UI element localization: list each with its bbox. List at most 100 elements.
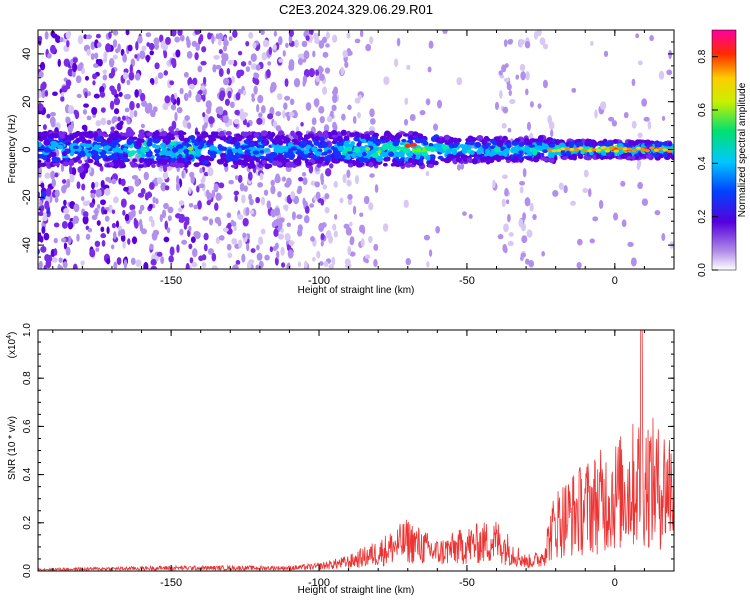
snr-xtick-label: -150 (160, 577, 182, 589)
spectrogram-cell (171, 120, 177, 130)
spectrogram-cell (131, 209, 136, 218)
spectrogram-cell (250, 248, 256, 253)
spectrogram-cell (132, 158, 138, 163)
spectrogram-cell (65, 246, 71, 256)
spectrogram-cell (455, 158, 462, 163)
spectrogram-cell (93, 93, 100, 99)
spectrogram-cell (483, 136, 490, 142)
spectrogram-cell (146, 152, 153, 158)
spectrogram-cell (111, 178, 117, 185)
spectrogram-cell (468, 136, 475, 142)
spectrogram-cell (497, 234, 504, 240)
spectrogram-cell (194, 52, 199, 61)
spectrogram-cell (203, 171, 209, 177)
spectrogram-cell (241, 154, 249, 159)
spectrogram-cell (215, 192, 222, 201)
spectrogram-cell (332, 159, 340, 164)
spectrogram-cell (166, 144, 172, 149)
spectrogram-cell (462, 211, 467, 216)
spectrogram-cell (246, 261, 252, 269)
spectrogram-cell (307, 133, 313, 138)
spectrogram-cell (175, 144, 182, 149)
spectrogram-cell (428, 249, 433, 257)
spectrogram-cell (178, 217, 185, 223)
spectrogram-cell (623, 112, 629, 119)
spectrogram-cell (293, 158, 301, 165)
spectrogram-cell (564, 147, 571, 151)
spectrogram-cell (193, 162, 200, 167)
spectrogram-cell (195, 152, 202, 157)
spectrogram-cell (345, 226, 352, 236)
spectrogram-cell (96, 42, 102, 48)
spectrogram-cell (346, 169, 351, 179)
spectrogram-cell (649, 146, 655, 150)
spectrogram-cell (621, 219, 627, 228)
spectrogram-cell (253, 85, 258, 95)
spectrogram-cell (50, 30, 56, 38)
spectrogram-cell (370, 118, 376, 125)
spectrogram-cell (215, 33, 220, 40)
spectrogram-cell (127, 44, 133, 52)
spectrogram-cell (353, 146, 361, 153)
spectrogram-cell (184, 115, 190, 121)
spectrogram-cell (53, 249, 58, 256)
spectrogram-cell (141, 153, 147, 158)
spectrogram-cell (40, 182, 45, 189)
snr-ytick-label: 1.0 (22, 323, 33, 337)
spectrogram-cell (347, 194, 353, 201)
spectrogram-cell (90, 192, 96, 199)
spectrogram-cell (496, 140, 504, 148)
spectrogram-cell (208, 116, 215, 125)
spectrogram-cell (103, 133, 109, 138)
spectrogram-cell (542, 43, 549, 50)
spectrogram-cell (53, 222, 60, 228)
spectrogram-cell (637, 60, 643, 66)
spectrogram-cell (134, 177, 140, 187)
spectrogram-cell (283, 152, 291, 158)
spectrogram-cell (39, 235, 44, 243)
spectrogram-cell (196, 185, 200, 193)
spectrogram-cell (556, 148, 562, 153)
spectrogram-cell (138, 132, 145, 139)
spectrogram-cell (442, 30, 448, 34)
spectrogram-cell (195, 93, 202, 103)
spectrogram-cell (330, 110, 334, 116)
spectrogram-cell (337, 145, 345, 152)
spectrogram-cell (520, 252, 526, 258)
spectrogram-cell (235, 92, 241, 101)
spectrogram-cell (223, 44, 228, 52)
spectrogram-cell (326, 149, 332, 154)
spectrogram-cell (598, 199, 604, 209)
spectrogram-cell (344, 61, 349, 68)
spectrogram-cell (177, 130, 185, 137)
spectrogram-cell (194, 131, 201, 135)
spectrogram-cell (456, 164, 461, 171)
spectrogram-cell (194, 231, 201, 240)
spectrogram-cell (394, 58, 399, 67)
spectrogram-cell (128, 71, 135, 81)
spectrogram-cell (560, 147, 566, 151)
spectrogram-cell (135, 41, 139, 51)
spectrogram-cell (643, 116, 650, 122)
spectrogram-cell (143, 171, 149, 181)
spectrogram-cell (326, 154, 333, 161)
spectrogram-cell (200, 85, 206, 91)
spectrogram-cell (193, 142, 200, 146)
spectrogram-cell (68, 160, 75, 167)
spectrogram-cell (288, 63, 295, 71)
spectrogram-cell (485, 142, 492, 146)
spectrogram-cell (369, 108, 375, 118)
spectrogram-cell (207, 134, 215, 139)
spectrogram-cell (189, 257, 194, 264)
spectrogram-cell (333, 154, 341, 160)
spectrogram-cell (477, 148, 483, 155)
spectrogram-cell (305, 35, 310, 41)
spectrogram-cell (248, 31, 254, 39)
spectrogram-cell (437, 155, 444, 160)
spectrogram-cell (441, 144, 447, 148)
spectrogram-cell (578, 146, 584, 150)
spectrogram-cell (145, 32, 152, 38)
spectrogram-cell (179, 34, 185, 42)
spectrogram-cell (587, 149, 593, 153)
spectrogram-ytick-label: -20 (21, 189, 33, 205)
